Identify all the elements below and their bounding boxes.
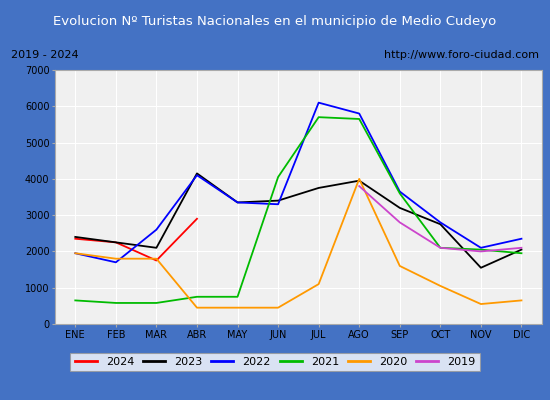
Text: Evolucion Nº Turistas Nacionales en el municipio de Medio Cudeyo: Evolucion Nº Turistas Nacionales en el m… [53,14,497,28]
Text: 2019 - 2024: 2019 - 2024 [11,50,79,60]
Legend: 2024, 2023, 2022, 2021, 2020, 2019: 2024, 2023, 2022, 2021, 2020, 2019 [70,352,480,372]
Text: http://www.foro-ciudad.com: http://www.foro-ciudad.com [384,50,539,60]
